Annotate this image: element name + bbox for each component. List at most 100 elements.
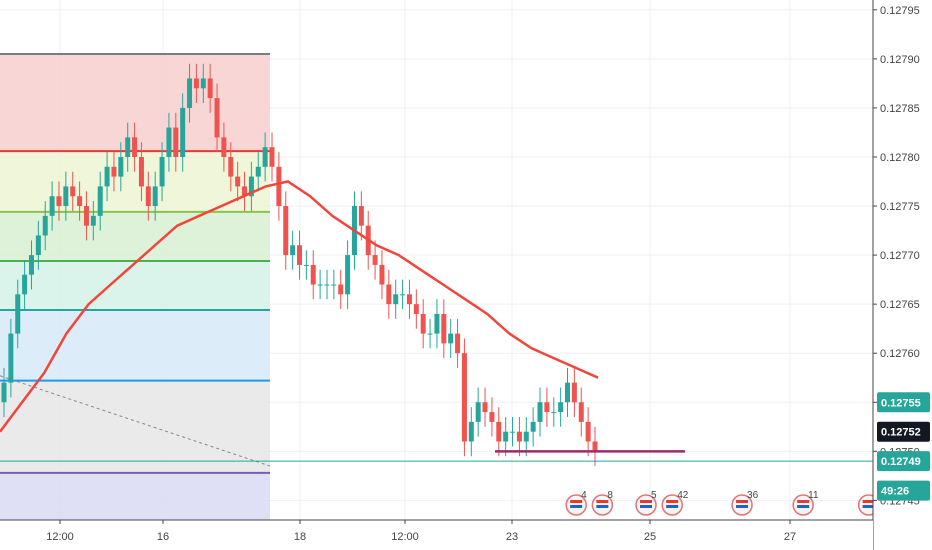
price-badge (877, 480, 930, 501)
time-axis-label: 12:00 (46, 531, 74, 543)
candle-body (461, 353, 467, 442)
candle-body (111, 166, 117, 177)
candle-body (28, 255, 34, 275)
candle-body (496, 421, 502, 442)
candle-body (90, 215, 96, 226)
candle-body (49, 196, 55, 216)
candle-body (393, 294, 399, 305)
event-marker-label: 4 (581, 490, 587, 501)
candle-body (145, 186, 151, 207)
flag-icon-stripe (640, 505, 653, 508)
candle-body (138, 156, 144, 187)
candle-body (503, 431, 509, 442)
candle-body (358, 206, 364, 226)
candle-body (22, 274, 28, 295)
candle-body (551, 412, 557, 414)
candle-body (324, 284, 330, 286)
flag-icon-stripe (797, 500, 810, 503)
time-axis-label: 12:00 (391, 531, 419, 543)
flag-icon-stripe (666, 505, 679, 508)
candle-body (97, 186, 103, 216)
flag-icon-stripe (862, 500, 875, 503)
candle-body (585, 421, 591, 442)
candle-body (379, 264, 385, 285)
candle-body (180, 107, 186, 157)
candle-body (15, 294, 21, 334)
event-marker-label: 8 (607, 490, 613, 501)
candle-body (214, 98, 220, 138)
candle-body (297, 245, 302, 265)
candle-body (276, 166, 282, 207)
candle-body (173, 127, 179, 157)
event-marker-label: 42 (677, 490, 689, 501)
candle-body (255, 166, 261, 177)
time-axis-label: 16 (157, 531, 169, 543)
price-axis-label: 0.12775 (880, 201, 920, 213)
moving-average-line (0, 180, 599, 433)
candle-body (221, 137, 227, 157)
candle-body (1, 382, 7, 403)
fib-zone (0, 380, 270, 473)
event-marker[interactable]: 5 (635, 490, 657, 516)
price-badge-label: 49:26 (881, 486, 909, 498)
candle-body (413, 304, 419, 314)
flag-icon-stripe (862, 505, 875, 508)
candle-body (578, 402, 584, 422)
event-marker-label: 11 (808, 490, 819, 501)
candle-body (228, 156, 234, 177)
price-axis-label: 0.12790 (880, 54, 920, 66)
candle-body (489, 412, 495, 422)
candle-body (35, 235, 41, 256)
event-marker[interactable]: 4 (565, 490, 587, 516)
candle-body (83, 206, 89, 226)
candle-body (558, 402, 564, 413)
candle-body (193, 78, 199, 89)
candle-body (386, 284, 392, 305)
price-badge (877, 421, 930, 442)
event-marker-label: 5 (651, 490, 657, 501)
flag-icon-stripe (736, 505, 749, 508)
price-axis-label: 0.12765 (880, 299, 920, 311)
flag-icon-stripe (570, 500, 583, 503)
candle-body (8, 333, 14, 383)
candle-body (516, 431, 522, 442)
event-marker[interactable]: 11 (792, 490, 819, 516)
candle-body (523, 431, 529, 442)
candle-body (104, 166, 110, 187)
candle-body (544, 402, 550, 413)
candle-body (510, 431, 516, 433)
candle-body (372, 255, 378, 265)
candle-body (42, 215, 48, 236)
candle-body (63, 186, 69, 207)
candle-body (427, 333, 433, 335)
time-axis-label: 23 (506, 531, 518, 543)
flag-icon-stripe (596, 505, 609, 508)
event-marker[interactable]: 36 (731, 490, 759, 516)
candle-body (537, 402, 543, 422)
candle-body (331, 284, 337, 286)
candle-body (77, 196, 83, 207)
price-axis-label: 0.12785 (880, 103, 920, 115)
price-badge (877, 392, 930, 413)
flag-icon-stripe (797, 505, 810, 508)
time-axis-label: 25 (644, 531, 656, 543)
price-axis-label: 0.12795 (880, 5, 920, 17)
candle-body (248, 176, 254, 197)
candle-body (400, 294, 406, 296)
price-badge-label: 0.12752 (881, 427, 921, 439)
candle-body (125, 137, 131, 157)
time-axis-label: 27 (784, 531, 796, 543)
event-marker-label: 36 (747, 490, 759, 501)
candle-body (235, 176, 241, 187)
candle-body (303, 264, 309, 266)
candle-body (166, 127, 172, 157)
event-marker[interactable]: 42 (661, 490, 689, 516)
flag-icon-stripe (666, 500, 679, 503)
event-marker[interactable]: 8 (591, 490, 613, 516)
candle-body (200, 78, 206, 89)
flag-icon-stripe (640, 500, 653, 503)
candle-body (345, 255, 351, 295)
fib-zone (0, 472, 270, 520)
